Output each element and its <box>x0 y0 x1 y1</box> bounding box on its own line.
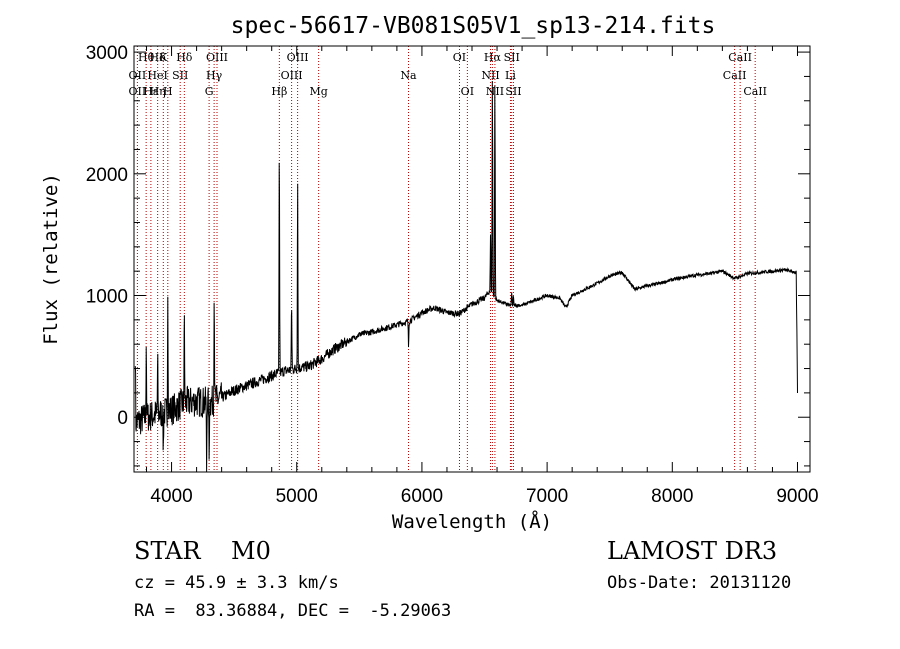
line-label-26: SII <box>505 85 521 98</box>
y-axis-label: Flux (relative) <box>40 173 62 345</box>
redshift-info: cz = 45.9 ± 3.3 km/s <box>134 573 339 593</box>
line-label-3: Hδ <box>150 51 167 64</box>
line-label-10: Hδ <box>176 51 193 64</box>
line-label-23: NII <box>486 85 504 98</box>
line-label-8: Hη <box>150 85 166 98</box>
x-tick-label-4: 8000 <box>651 486 693 507</box>
line-label-11: G <box>205 85 214 98</box>
object-class: STAR M0 <box>134 537 271 565</box>
y-tick-label-1: 1000 <box>86 287 128 308</box>
spectrum-trace <box>134 80 798 472</box>
x-tick-label-3: 7000 <box>526 486 568 507</box>
x-tick-label-2: 6000 <box>401 486 443 507</box>
emission-line-labels: HθOIIOIIHδHεHeIKHHηSIIHδGHγOIIIHβOIIIOII… <box>129 51 767 98</box>
x-tick-label-1: 5000 <box>276 486 318 507</box>
line-label-28: CaII <box>728 51 752 64</box>
x-tick-label-5: 9000 <box>776 486 818 507</box>
line-label-19: OI <box>453 51 466 64</box>
spectrum-trace-group <box>134 80 798 472</box>
line-label-17: Mg <box>309 85 327 98</box>
line-label-9: SII <box>172 69 188 82</box>
chart-title: spec-56617-VB081S05V1_sp13-214.fits <box>231 13 716 39</box>
line-label-24: Li <box>505 69 516 82</box>
line-label-25: SII <box>504 51 520 64</box>
line-label-14: Hβ <box>271 85 287 98</box>
line-label-16: OIII <box>287 51 309 64</box>
y-tick-label-2: 2000 <box>86 165 128 186</box>
emission-line-markers <box>136 46 756 472</box>
line-label-6: K <box>159 51 168 64</box>
line-label-18: Na <box>400 69 417 82</box>
x-tick-label-0: 4000 <box>150 486 192 507</box>
line-label-29: CaII <box>743 85 767 98</box>
x-axis-label: Wavelength (Å) <box>392 510 552 533</box>
y-tick-label-0: 0 <box>117 408 128 429</box>
line-label-12: Hγ <box>206 69 223 82</box>
line-label-1: OII <box>129 69 147 82</box>
line-label-4: Hε <box>143 85 159 98</box>
line-label-7: H <box>163 85 173 98</box>
survey-name: LAMOST DR3 <box>607 537 778 565</box>
line-label-22: Hα <box>484 51 502 64</box>
observation-date: Obs-Date: 20131120 <box>607 573 792 593</box>
line-label-0: Hθ <box>138 51 155 64</box>
line-label-2: OII <box>129 85 147 98</box>
line-label-21: NII <box>481 69 499 82</box>
line-label-5: HeI <box>147 69 167 82</box>
line-label-15: OIII <box>281 69 303 82</box>
coordinates-info: RA = 83.36884, DEC = -5.29063 <box>134 601 452 621</box>
plot-frame <box>133 45 811 473</box>
y-tick-label-3: 3000 <box>86 43 128 64</box>
line-label-27: CaII <box>723 69 747 82</box>
line-label-20: OI <box>461 85 474 98</box>
line-label-13: OIII <box>206 51 228 64</box>
y-axis: 0 1000 2000 3000 <box>86 43 810 467</box>
x-axis: 4000 5000 6000 7000 8000 9000 <box>146 46 819 507</box>
